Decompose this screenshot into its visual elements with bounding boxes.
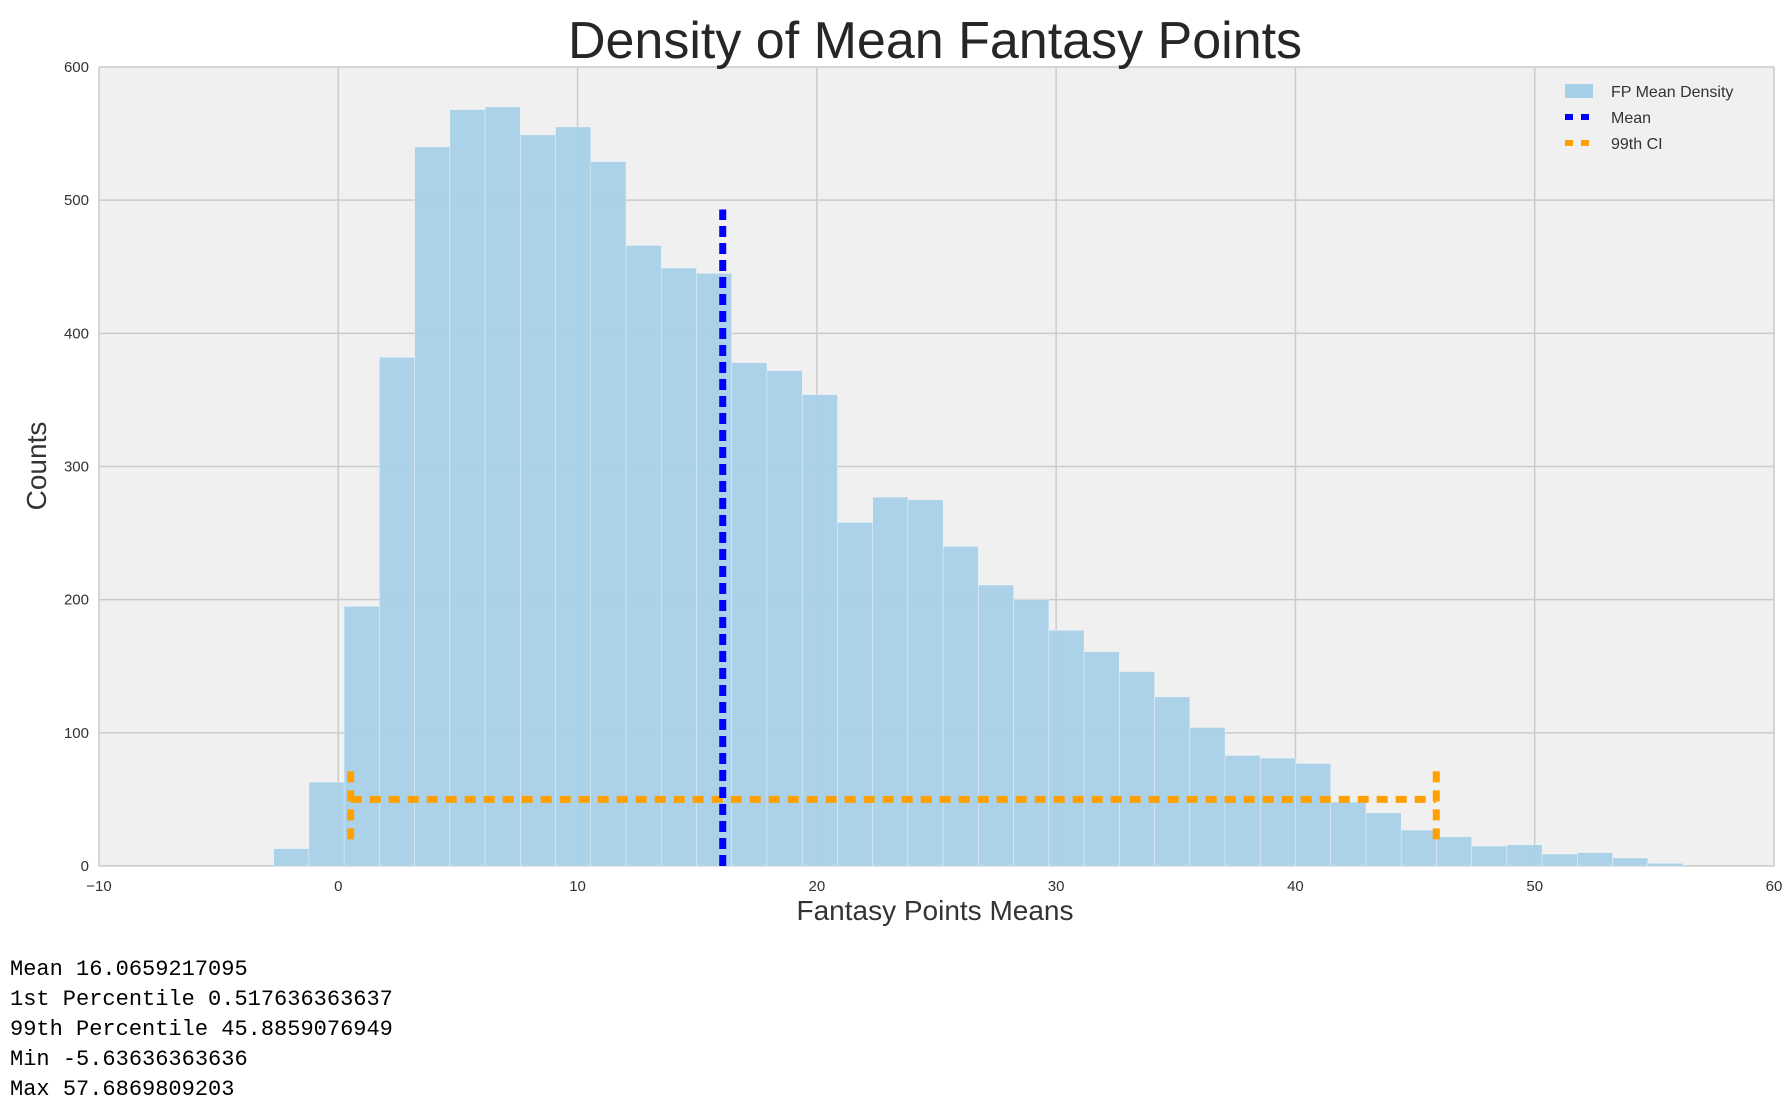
chart-title: Density of Mean Fantasy Points	[568, 12, 1302, 70]
histogram-bar	[1013, 599, 1050, 867]
histogram-chart: −10 0 10 20 30 40 50 60 0 100 200 300 400 500 600 Den…	[21, 12, 1782, 926]
histogram-bar	[696, 273, 733, 867]
x-tick-label: 30	[1048, 878, 1065, 895]
legend-label: 99th CI	[1611, 136, 1663, 153]
stat-value: 57.6869809203	[62, 1077, 235, 1102]
x-axis-title: Fantasy Points Means	[796, 895, 1073, 926]
histogram-bar	[731, 362, 768, 867]
x-tick-label: 0	[334, 878, 342, 895]
y-tick-label: 600	[64, 59, 89, 76]
y-tick-label: 0	[81, 858, 89, 875]
histogram-bar	[942, 546, 979, 867]
stat-label: Max	[10, 1077, 50, 1102]
x-tick-label: 60	[1766, 878, 1783, 895]
histogram-bar	[379, 357, 415, 867]
histogram-bar	[978, 584, 1014, 867]
legend-label: FP Mean Density	[1611, 84, 1733, 101]
histogram-bar	[1119, 671, 1155, 867]
histogram-bar	[1365, 812, 1402, 867]
histogram-bar	[907, 499, 944, 867]
stat-max: Max 57.6869809203	[10, 1075, 393, 1105]
histogram-bar	[343, 606, 380, 867]
histogram-bar	[590, 161, 627, 867]
histogram-bar	[1506, 844, 1543, 867]
x-tick-label: 40	[1287, 878, 1304, 895]
histogram-bar	[766, 370, 803, 867]
histogram-bar	[520, 134, 556, 867]
histogram-bar	[1259, 757, 1296, 867]
histogram-bar	[1400, 829, 1437, 867]
x-tick-label: −10	[86, 878, 111, 895]
stat-value: -5.63636363636	[62, 1047, 248, 1072]
stat-label: 1st Percentile	[10, 987, 195, 1012]
histogram-bar	[1048, 629, 1085, 867]
histogram-bar	[872, 496, 909, 867]
histogram-bar	[1083, 651, 1120, 867]
stat-label: Min	[10, 1047, 50, 1072]
stat-99th-percentile: 99th Percentile 45.8859076949	[10, 1015, 393, 1045]
stat-label: Mean	[10, 957, 63, 982]
histogram-bar	[1154, 696, 1191, 867]
overlay-lines	[347, 209, 1440, 866]
histogram-bar	[1647, 863, 1684, 867]
x-tick-label: 20	[809, 878, 826, 895]
histogram-bar	[449, 109, 486, 867]
histogram-bar	[625, 245, 662, 867]
histogram-bar	[1541, 853, 1578, 867]
y-tick-label: 400	[64, 325, 89, 342]
legend: FP Mean Density Mean 99th CI	[1565, 84, 1733, 153]
histogram-bars	[273, 106, 1684, 867]
legend-label: Mean	[1611, 110, 1651, 127]
x-tick-label: 50	[1526, 878, 1543, 895]
y-tick-label: 300	[64, 459, 89, 476]
histogram-bar	[837, 522, 873, 867]
histogram-bar	[555, 126, 592, 867]
histogram-bar	[308, 781, 345, 867]
histogram-bar	[1295, 763, 1332, 867]
histogram-bar	[1471, 845, 1508, 867]
stat-value: 0.517636363637	[208, 987, 393, 1012]
histogram-bar	[801, 394, 838, 867]
histogram-bar	[414, 146, 451, 867]
legend-swatch	[1565, 84, 1593, 98]
histogram-bar	[1224, 755, 1261, 867]
histogram-bar	[273, 848, 310, 867]
stat-value: 45.8859076949	[221, 1017, 393, 1042]
x-tick-label: 10	[569, 878, 586, 895]
stat-min: Min -5.63636363636	[10, 1045, 393, 1075]
y-axis-ticks: 0 100 200 300 400 500 600	[64, 59, 89, 875]
x-axis-ticks: −10 0 10 20 30 40 50 60	[86, 878, 1782, 895]
y-tick-label: 500	[64, 192, 89, 209]
histogram-bar	[1436, 836, 1472, 867]
stat-label: 99th Percentile	[10, 1017, 209, 1042]
stat-value: 16.0659217095	[76, 957, 248, 982]
stat-mean: Mean 16.0659217095	[10, 955, 393, 985]
histogram-bar	[660, 267, 697, 867]
histogram-bar	[1330, 801, 1367, 867]
y-tick-label: 200	[64, 592, 89, 609]
histogram-bar	[1612, 857, 1649, 867]
y-axis-title: Counts	[21, 422, 52, 511]
stat-1st-percentile: 1st Percentile 0.517636363637	[10, 985, 393, 1015]
histogram-bar	[484, 106, 521, 867]
stats-output: Mean 16.0659217095 1st Percentile 0.5176…	[10, 955, 393, 1105]
y-tick-label: 100	[64, 725, 89, 742]
histogram-bar	[1577, 852, 1613, 867]
